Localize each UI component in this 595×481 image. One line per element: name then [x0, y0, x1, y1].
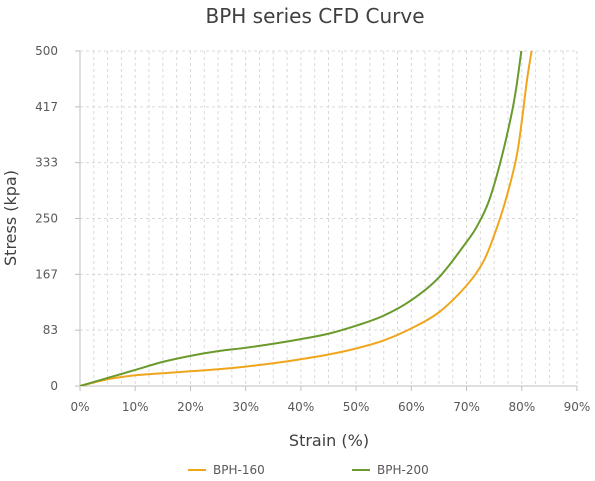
y-tick-label: 333	[35, 156, 58, 170]
legend-label-bph-160: BPH-160	[213, 463, 265, 477]
series-line-bph-200	[80, 51, 523, 386]
y-tick-label: 83	[43, 323, 58, 337]
legend: BPH-160 BPH-200	[188, 463, 429, 477]
y-tick-label: 500	[35, 44, 58, 58]
x-tick-label: 20%	[177, 400, 204, 414]
series-layer	[80, 51, 533, 386]
x-tick-label: 70%	[453, 400, 480, 414]
x-axis-title: Strain (%)	[289, 431, 369, 450]
x-tick-label: 30%	[232, 400, 259, 414]
chart-title: BPH series CFD Curve	[206, 4, 425, 28]
y-axis-title: Stress (kpa)	[1, 170, 20, 266]
y-tick-label: 417	[35, 100, 58, 114]
legend-label-bph-200: BPH-200	[377, 463, 429, 477]
x-tick-label: 60%	[398, 400, 425, 414]
y-tick-label: 167	[35, 267, 58, 281]
y-tick-label: 250	[35, 212, 58, 226]
series-line-bph-160	[80, 51, 533, 386]
x-tick-label: 80%	[508, 400, 535, 414]
tick-labels: 0% 10% 20% 30% 40% 50% 60% 70% 80% 90% 0 83 167 250 33…	[35, 44, 590, 414]
x-tick-label: 0%	[70, 400, 89, 414]
grid	[80, 50, 578, 386]
x-tick-label: 10%	[122, 400, 149, 414]
x-tick-label: 50%	[343, 400, 370, 414]
y-tick-label: 0	[50, 379, 58, 393]
x-tick-label: 40%	[288, 400, 315, 414]
axes	[75, 50, 578, 391]
x-tick-label: 90%	[564, 400, 591, 414]
